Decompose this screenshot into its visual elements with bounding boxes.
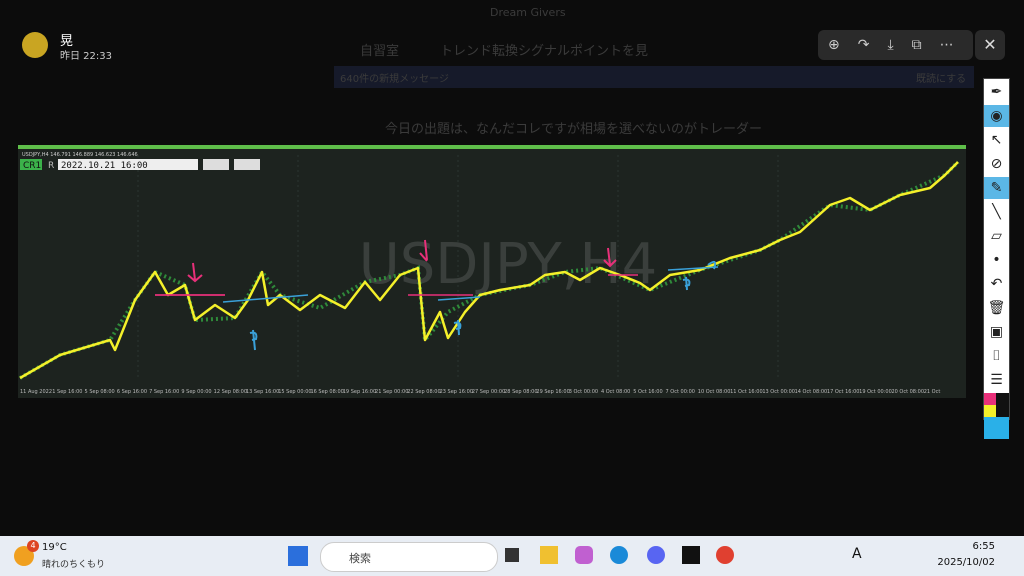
- x-tick-label: 1 Sep 16:00: [52, 389, 82, 395]
- x-tick-label: 9 Sep 00:00: [181, 389, 211, 395]
- support-line: [437, 296, 481, 301]
- new-message-bar[interactable]: 640件の新規メッセージ 既読にする: [334, 66, 974, 88]
- support-line: [667, 266, 719, 271]
- xm-app[interactable]: [682, 546, 700, 564]
- message-text: 今日の出題は、なんだコレですが相場を選べないのがトレーダー: [385, 122, 763, 137]
- sell-arrows: [187, 239, 617, 283]
- x-tick-label: 28 Sep 08:00: [504, 389, 537, 395]
- color-palette[interactable]: [984, 393, 1009, 439]
- taskbar: 4 19°C 晴れのちくもり 検索 A 6:55 2025/10/02: [0, 536, 1024, 576]
- image-viewer-controls[interactable]: ⊕↷⤓⧉⋯: [818, 30, 973, 60]
- x-tick-label: 16 Sep 08:00: [310, 389, 343, 395]
- drawing-toolbar: ✒ ◉ ↖ ⊘ ✎ ╲ ▱ • ↶ 🗑 ▣ ⌷ ☰: [983, 78, 1010, 439]
- badge2: R: [48, 161, 54, 171]
- candles: [19, 160, 960, 380]
- search-label: 検索: [349, 552, 371, 565]
- badge-bg: [20, 159, 42, 170]
- support-line: [222, 294, 309, 303]
- x-tick-label: 21 Oct: [924, 389, 941, 395]
- window-title: Dream Givers: [490, 6, 566, 19]
- notification-badge: 4: [27, 540, 39, 552]
- chart-bg: [18, 145, 966, 398]
- start-button[interactable]: [288, 546, 308, 566]
- x-tick-label: 5 Oct 16:00: [633, 389, 662, 395]
- nav-buttons[interactable]: [203, 159, 229, 170]
- line-tool[interactable]: ╲: [992, 204, 1001, 220]
- pen-tool[interactable]: ✒: [990, 84, 1003, 100]
- symbol-header: USDJPY,H4 146.791 146.889 146.623 146.64…: [22, 152, 138, 158]
- x-tick-label: 13 Sep 16:00: [246, 389, 279, 395]
- delete-tool[interactable]: 🗑: [987, 300, 1006, 316]
- mark-read[interactable]: 既読にする: [916, 74, 967, 85]
- temperature: 19°C: [42, 542, 67, 553]
- thread-title: トレンド転換シグナルポイントを見: [440, 44, 649, 59]
- chart-top-bar: [18, 145, 966, 149]
- x-tick-label: 13 Oct 00:00: [762, 389, 795, 395]
- clipboard-tool[interactable]: ☰: [990, 372, 1003, 388]
- task-view[interactable]: [505, 548, 519, 562]
- x-tick-label: 22 Sep 08:00: [407, 389, 440, 395]
- x-tick-label: 27 Sep 00:00: [472, 389, 505, 395]
- copilot[interactable]: [575, 546, 593, 564]
- x-tick-label: 5 Sep 08:00: [85, 389, 115, 395]
- zoom-buttons[interactable]: [234, 159, 260, 170]
- x-tick-label: 23 Sep 16:00: [440, 389, 473, 395]
- clock[interactable]: 6:55: [972, 541, 995, 552]
- x-tick-label: 19 Sep 16:00: [343, 389, 376, 395]
- x-tick-label: 10 Oct 08:00: [698, 389, 731, 395]
- x-tick-label: 4 Oct 08:00: [601, 389, 630, 395]
- channel: 自習室: [360, 44, 400, 59]
- x-tick-label: 6 Sep 16:00: [117, 389, 147, 395]
- eye-tool[interactable]: ◉: [984, 105, 1009, 127]
- x-tick-label: 3 Oct 00:00: [569, 389, 598, 395]
- x-tick-label: 12 Sep 08:00: [214, 389, 247, 395]
- cursor-tool[interactable]: ↖: [990, 132, 1003, 148]
- x-axis: 11 Aug 2022 1 Sep 16:00 5 Sep 08:00 6 Sep 1…: [20, 389, 940, 395]
- hide-tool[interactable]: ⊘: [990, 156, 1003, 172]
- dot-tool[interactable]: •: [992, 252, 1001, 268]
- date-box: [58, 159, 198, 170]
- x-tick-label: 14 Oct 08:00: [795, 389, 828, 395]
- x-tick-label: 15 Sep 00:00: [278, 389, 311, 395]
- x-tick-label: 7 Oct 00:00: [666, 389, 695, 395]
- x-tick-label: 29 Sep 16:00: [536, 389, 569, 395]
- x-tick-label: 11 Aug 2022: [20, 389, 52, 395]
- datetime: 2022.10.21 16:00: [61, 161, 148, 171]
- x-tick-label: 7 Sep 16:00: [149, 389, 179, 395]
- undo-tool[interactable]: ↶: [990, 276, 1003, 292]
- search-box[interactable]: 検索: [320, 542, 498, 572]
- discord[interactable]: [647, 546, 665, 564]
- save-tool[interactable]: ▣: [989, 324, 1004, 340]
- x-tick-label: 17 Oct 16:00: [827, 389, 860, 395]
- marker-tool[interactable]: ✎: [984, 177, 1009, 199]
- close-button[interactable]: ✕: [975, 30, 1005, 60]
- post-time: 昨日 22:33: [60, 51, 112, 62]
- chrome[interactable]: [716, 546, 734, 564]
- x-tick-label: 19 Oct 00:00: [859, 389, 892, 395]
- user-name: 晃: [60, 34, 74, 49]
- edge[interactable]: [610, 546, 628, 564]
- badge: CR1: [23, 161, 41, 171]
- x-tick-label: 20 Oct 08:00: [891, 389, 924, 395]
- x-tick-label: 11 Oct 16:00: [730, 389, 763, 395]
- explorer[interactable]: [540, 546, 558, 564]
- drawn-trendline: [19, 161, 959, 380]
- date[interactable]: 2025/10/02: [937, 557, 995, 568]
- ime-indicator[interactable]: A: [852, 546, 862, 562]
- buy-marks: [249, 260, 717, 351]
- eraser-tool[interactable]: ▱: [991, 228, 1002, 244]
- weather: 晴れのちくもり: [42, 560, 106, 570]
- camera-tool[interactable]: ⌷: [992, 348, 1001, 364]
- price-chart: USDJPY,H4 USDJPY,H4 146.791 146.889 146.…: [18, 145, 966, 398]
- x-tick-label: 21 Sep 00:00: [375, 389, 408, 395]
- avatar: [22, 32, 48, 58]
- new-messages: 640件の新規メッセージ: [340, 74, 449, 85]
